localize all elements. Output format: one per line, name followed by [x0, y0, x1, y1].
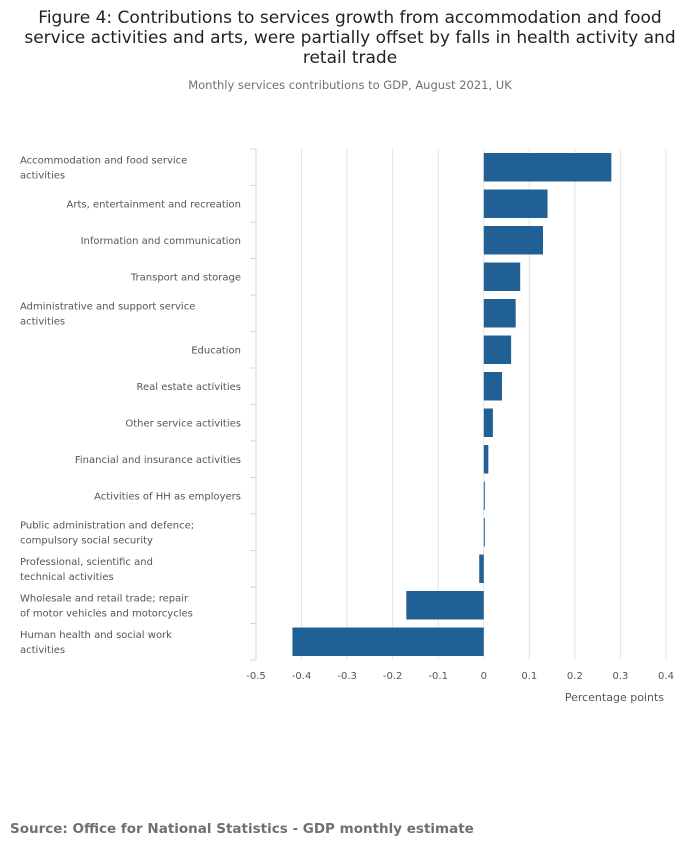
- x-tick-label-5: 0: [481, 671, 487, 682]
- category-label-0: Accommodation and food service activities: [20, 155, 187, 181]
- source-note: Source: Office for National Statistics -…: [10, 821, 474, 837]
- x-tick-label-7: 0.2: [567, 671, 583, 682]
- bar-5: [483, 335, 512, 364]
- category-label-5: Education: [191, 345, 241, 356]
- category-label-11: Professional, scientific and technical ac…: [20, 557, 153, 583]
- x-tick-label-1: -0.4: [292, 671, 312, 682]
- bar-chart: Accommodation and food service activities…: [20, 148, 674, 704]
- category-label-9: Activities of HH as employers: [94, 491, 241, 502]
- category-label-12: Wholesale and retail trade; repair of mot…: [20, 593, 193, 619]
- x-tick-label-3: -0.2: [383, 671, 403, 682]
- bar-8: [483, 445, 489, 474]
- chart-subtitle: Monthly services contributions to GDP, A…: [188, 78, 512, 92]
- bar-11: [479, 554, 484, 583]
- category-label-2: Information and communication: [81, 236, 241, 247]
- bar-1: [483, 189, 548, 218]
- category-label-1: Arts, entertainment and recreation: [67, 199, 241, 210]
- x-tick-label-4: -0.1: [428, 671, 448, 682]
- bar-12: [406, 591, 484, 620]
- bar-10: [483, 518, 485, 547]
- x-axis-title: Percentage points: [565, 691, 664, 704]
- x-tick-label-2: -0.3: [337, 671, 357, 682]
- bar-2: [483, 226, 543, 255]
- x-tick-label-9: 0.4: [658, 671, 674, 682]
- category-label-6: Real estate activities: [137, 382, 241, 393]
- bar-6: [483, 372, 502, 401]
- bar-9: [483, 481, 485, 510]
- category-label-10: Public administration and defence; compul…: [20, 520, 194, 546]
- category-label-8: Financial and insurance activities: [75, 455, 241, 466]
- bar-4: [483, 299, 516, 328]
- x-tick-label-6: 0.1: [521, 671, 537, 682]
- category-label-4: Administrative and support service activi…: [20, 301, 195, 327]
- category-label-13: Human health and social work activities: [20, 630, 172, 656]
- bar-7: [483, 408, 493, 437]
- category-label-7: Other service activities: [125, 418, 241, 429]
- bar-3: [483, 262, 521, 291]
- bar-0: [483, 153, 612, 182]
- chart-title: Figure 4: Contributions to services grow…: [24, 8, 676, 68]
- x-tick-label-0: -0.5: [246, 671, 266, 682]
- category-label-3: Transport and storage: [130, 272, 241, 283]
- bar-13: [292, 627, 484, 656]
- x-tick-label-8: 0.3: [612, 671, 628, 682]
